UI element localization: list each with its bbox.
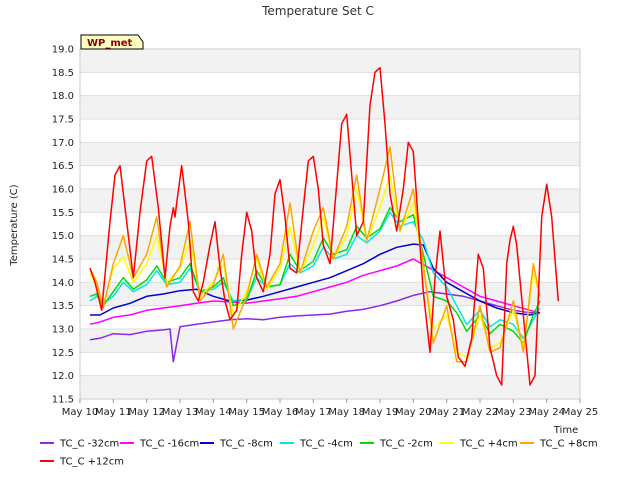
y-tick-label: 11.5	[52, 395, 74, 406]
grid-band	[80, 95, 580, 119]
y-tick-label: 12.0	[52, 371, 74, 382]
legend-label: TC_C -2cm	[379, 439, 433, 450]
y-tick-label: 15.0	[52, 231, 74, 242]
x-tick-label: May 24	[528, 407, 565, 418]
y-tick-label: 13.5	[52, 301, 74, 312]
plot-area	[89, 66, 560, 386]
y-tick-label: 16.0	[52, 185, 74, 196]
grid-band	[80, 142, 580, 166]
x-tick-label: May 11	[95, 407, 132, 418]
x-axis-title: Time	[553, 425, 578, 436]
x-tick-label: May 10	[62, 407, 99, 418]
x-tick-label: May 13	[162, 407, 199, 418]
series-line-tc-c-+12cm	[89, 66, 560, 386]
x-tick-label: May 12	[128, 407, 165, 418]
grid-band	[80, 189, 580, 213]
legend-label: TC_C +4cm	[459, 439, 518, 450]
series-line-tc-c--16cm	[89, 258, 541, 326]
station-badge: WP_met	[80, 34, 144, 50]
legend-label: TC_C -16cm	[139, 439, 199, 450]
chart-title: Temperature Set C	[261, 4, 374, 18]
grid-band	[80, 49, 580, 73]
x-tick-label: May 14	[195, 407, 232, 418]
y-axis-title: Temperature (C)	[9, 184, 20, 266]
y-tick-label: 13.0	[52, 325, 74, 336]
legend-label: TC_C +12cm	[59, 457, 124, 468]
x-tick-label: May 16	[262, 407, 299, 418]
series-line-tc-c--4cm	[89, 211, 541, 340]
y-tick-label: 16.5	[52, 161, 74, 172]
y-tick-label: 14.0	[52, 278, 74, 289]
x-tick-label: May 25	[562, 407, 599, 418]
x-tick-label: May 23	[495, 407, 532, 418]
series-line-tc-c--8cm	[90, 243, 541, 316]
x-tick-label: May 21	[428, 407, 465, 418]
legend: TC_C -32cm TC_C -16cm TC_C -8cm TC_C -4cm TC…	[40, 439, 598, 468]
y-tick-label: 18.0	[52, 91, 74, 102]
y-tick-label: 18.5	[52, 68, 74, 79]
y-tick-label: 17.5	[52, 115, 74, 126]
legend-label: TC_C -4cm	[299, 439, 353, 450]
x-tick-label: May 15	[228, 407, 265, 418]
x-tick-label: May 18	[328, 407, 365, 418]
y-tick-label: 17.0	[52, 138, 74, 149]
x-tick-label: May 17	[295, 407, 332, 418]
plot-frame	[79, 48, 581, 400]
x-tick-label: May 22	[462, 407, 499, 418]
y-tick-label: 19.0	[52, 45, 74, 56]
legend-label: TC_C -32cm	[59, 439, 119, 450]
y-tick-label: 12.5	[52, 348, 74, 359]
y-axis-ticks: 11.5 12.0 12.5 13.0 13.5 14.0 14.5 15.0 15.5 16.0…	[52, 45, 74, 406]
legend-label: TC_C -8cm	[219, 439, 273, 450]
series-line-tc-c--32cm	[89, 290, 540, 363]
x-tick-label: May 20	[395, 407, 432, 418]
y-tick-label: 14.5	[52, 255, 74, 266]
legend-label: TC_C +8cm	[539, 439, 598, 450]
station-badge-label: WP_met	[87, 38, 133, 49]
series-line-tc-c--2cm	[89, 206, 541, 344]
grid-band	[80, 282, 580, 306]
grid-band	[80, 375, 580, 399]
y-tick-label: 15.5	[52, 208, 74, 219]
x-tick-label: May 19	[362, 407, 399, 418]
